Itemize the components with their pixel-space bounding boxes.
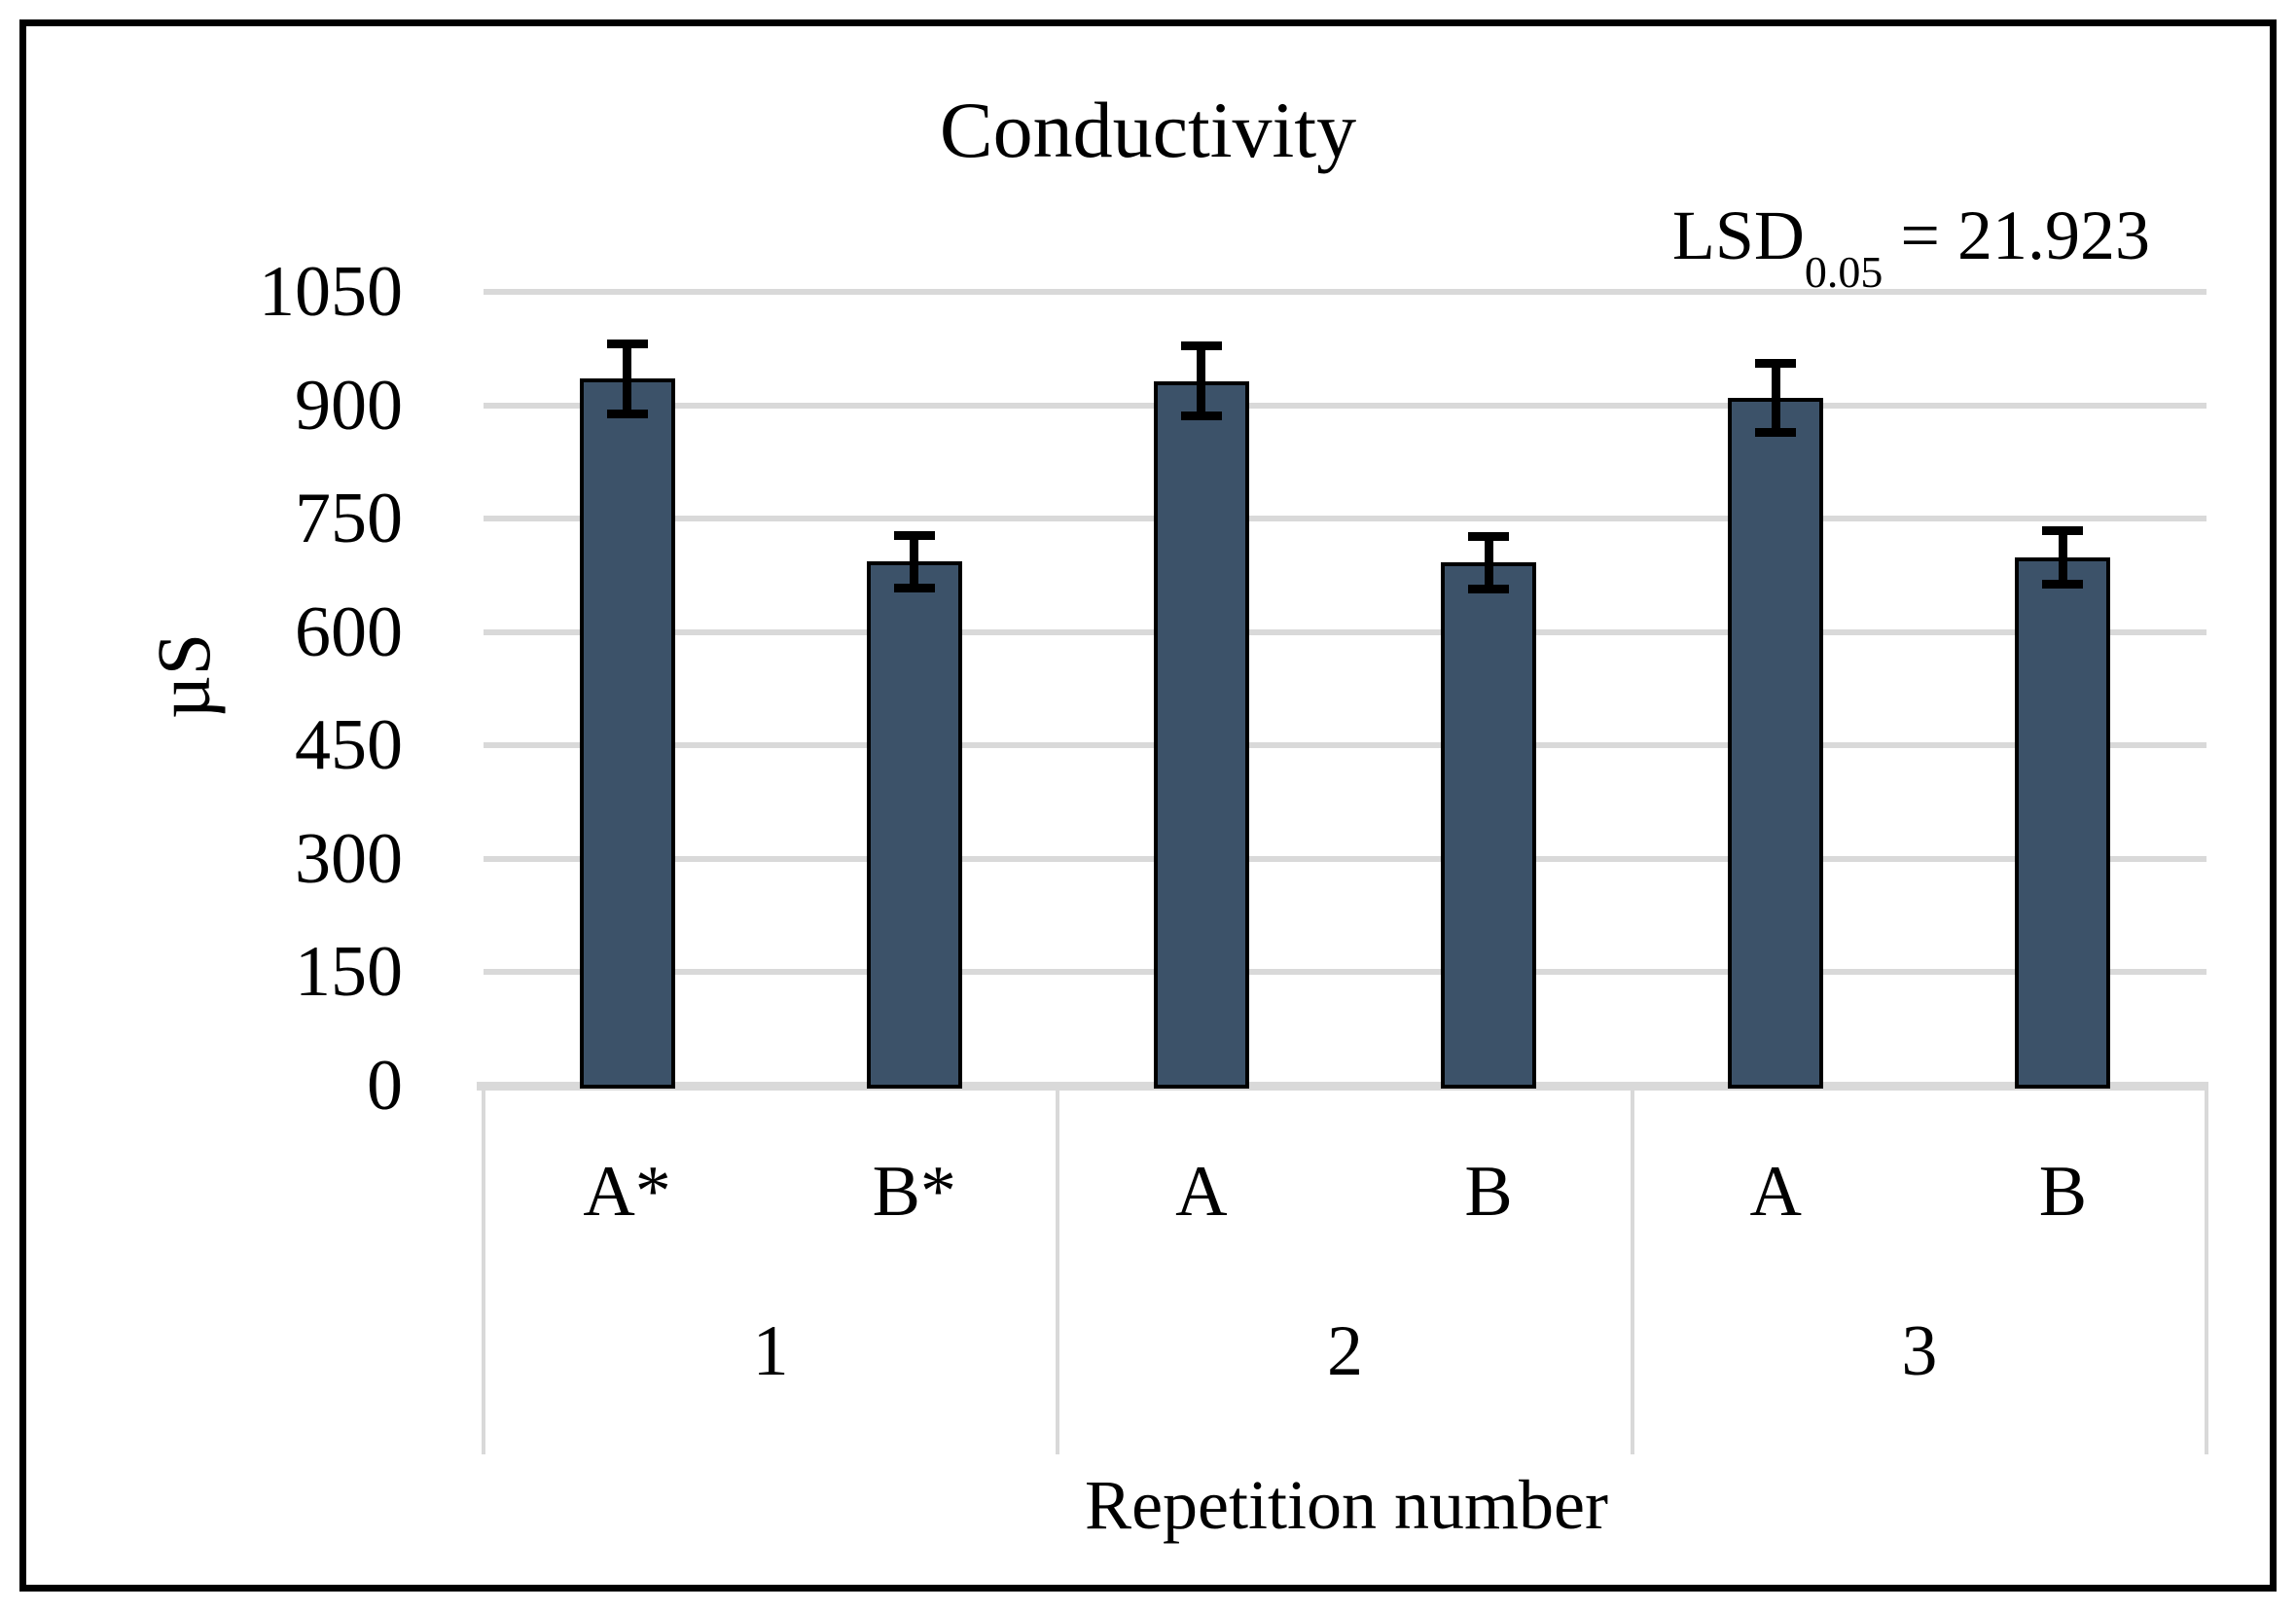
bar-category-label: B* [872,1152,956,1232]
group-label: 1 [752,1311,789,1391]
bar [1728,397,1824,1089]
group-label: 2 [1327,1311,1363,1391]
error-bar-bottom-cap [606,409,648,418]
category-table-divider [1056,1082,1060,1454]
gridline [484,402,2206,409]
y-tick-label: 900 [295,365,403,446]
bar-category-label: B [2038,1152,2088,1232]
chart-title: Conductivity [939,86,1357,174]
bar [866,561,962,1089]
error-bar-top-cap [1755,358,1797,368]
bar-category-label: A* [583,1152,671,1232]
category-table-divider [1630,1082,1634,1454]
gridline [484,289,2206,296]
bar [2015,556,2111,1089]
lsd-annotation-base: LSD [1671,197,1805,274]
bar-category-label: A [1175,1152,1228,1232]
gridline [484,969,2206,976]
lsd-annotation: LSD0.05 = 21.923 [1671,191,2150,295]
error-bar-stem [623,343,632,414]
category-table-left-border [482,1082,485,1454]
bar [1153,380,1249,1089]
error-bar-bottom-cap [1755,428,1797,438]
gridline [484,855,2206,862]
gridline [484,628,2206,635]
error-bar-stem [2058,530,2067,584]
error-bar-top-cap [2042,526,2084,536]
y-tick-label: 1050 [259,252,403,333]
x-axis-title: Repetition number [1085,1466,1608,1544]
y-tick-label: 750 [295,479,403,559]
lsd-annotation-value: = 21.923 [1883,197,2150,274]
group-label: 3 [1901,1311,1938,1391]
y-tick-label: 150 [295,932,403,1013]
error-bar-bottom-cap [1468,584,1510,593]
error-bar-stem [910,535,919,589]
gridline [484,516,2206,522]
error-bar-bottom-cap [2042,579,2084,589]
lsd-annotation-subscript: 0.05 [1804,247,1883,298]
bar [1441,562,1537,1089]
gridline [484,742,2206,749]
y-tick-label: 450 [295,705,403,786]
figure-border [19,19,2277,1592]
error-bar-stem [1484,536,1493,590]
error-bar-bottom-cap [1180,411,1222,420]
x-axis-line [477,1082,2206,1091]
error-bar-bottom-cap [893,584,935,593]
error-bar-top-cap [606,340,648,349]
bar-category-label: B [1464,1152,1513,1232]
error-bar-stem [1771,363,1780,433]
bar [579,378,675,1089]
y-tick-label: 600 [295,591,403,672]
error-bar-top-cap [1468,531,1510,541]
y-tick-label: 0 [367,1046,403,1126]
y-tick-label: 300 [295,818,403,899]
bar-category-label: A [1749,1152,1802,1232]
error-bar-top-cap [1180,341,1222,351]
error-bar-top-cap [893,530,935,540]
category-table-right-border [2205,1082,2208,1454]
error-bar-stem [1197,345,1206,416]
